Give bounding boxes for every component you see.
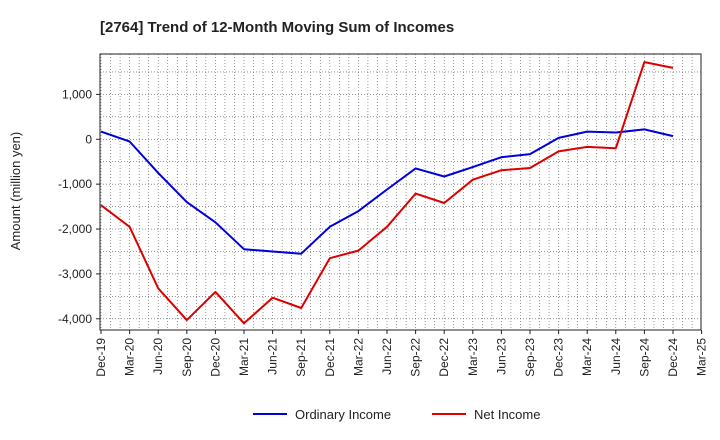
legend-label: Net Income bbox=[474, 407, 540, 422]
x-tick-label: Dec-24 bbox=[666, 338, 680, 377]
y-tick-label: -4,000 bbox=[58, 312, 92, 326]
y-tick-label: -1,000 bbox=[58, 177, 92, 191]
grid bbox=[100, 54, 701, 330]
x-tick-label: Mar-25 bbox=[695, 338, 709, 376]
chart-title: [2764] Trend of 12-Month Moving Sum of I… bbox=[100, 19, 454, 36]
x-tick-label: Dec-19 bbox=[94, 338, 108, 377]
x-tick-label: Jun-24 bbox=[609, 338, 623, 375]
series-line-net-income bbox=[100, 61, 674, 325]
y-axis: 1,000 0 -1,000 -2,000 -3,000 -4,000 bbox=[58, 87, 100, 326]
x-tick-label: Dec-23 bbox=[552, 338, 566, 377]
x-tick-label: Mar-23 bbox=[466, 338, 480, 376]
x-tick-label: Sep-21 bbox=[294, 338, 308, 377]
x-tick-label: Dec-22 bbox=[437, 338, 451, 377]
x-tick-label: Jun-23 bbox=[494, 338, 508, 375]
x-tick-label: Jun-20 bbox=[151, 338, 165, 375]
x-tick-label: Jun-22 bbox=[380, 338, 394, 375]
x-tick-label: Dec-20 bbox=[208, 338, 222, 377]
x-tick-label: Sep-23 bbox=[523, 338, 537, 377]
x-tick-label: Mar-20 bbox=[123, 338, 137, 376]
x-tick-label: Mar-24 bbox=[580, 338, 594, 376]
series-layer bbox=[100, 61, 674, 325]
x-tick-label: Jun-21 bbox=[266, 338, 280, 375]
x-tick-label: Sep-22 bbox=[409, 338, 423, 377]
x-tick-label: Mar-22 bbox=[351, 338, 365, 376]
x-tick-label: Sep-24 bbox=[637, 338, 651, 377]
y-tick-label: -3,000 bbox=[58, 267, 92, 281]
y-axis-label: Amount (million yen) bbox=[8, 132, 23, 251]
x-tick-label: Dec-21 bbox=[323, 338, 337, 377]
x-tick-label: Mar-21 bbox=[237, 338, 251, 376]
series-line-ordinary-income bbox=[100, 128, 674, 255]
plot-area bbox=[99, 53, 702, 331]
legend-label: Ordinary Income bbox=[295, 407, 391, 422]
legend: Ordinary Income Net Income bbox=[253, 407, 540, 422]
y-tick-label: 1,000 bbox=[62, 87, 92, 101]
y-tick-label: 0 bbox=[85, 132, 92, 146]
x-tick-label: Sep-20 bbox=[180, 338, 194, 377]
x-axis: Dec-19 Mar-20 Jun-20 Sep-20 Dec-20 Mar-21 Jun-… bbox=[94, 330, 709, 377]
y-tick-label: -2,000 bbox=[58, 222, 92, 236]
